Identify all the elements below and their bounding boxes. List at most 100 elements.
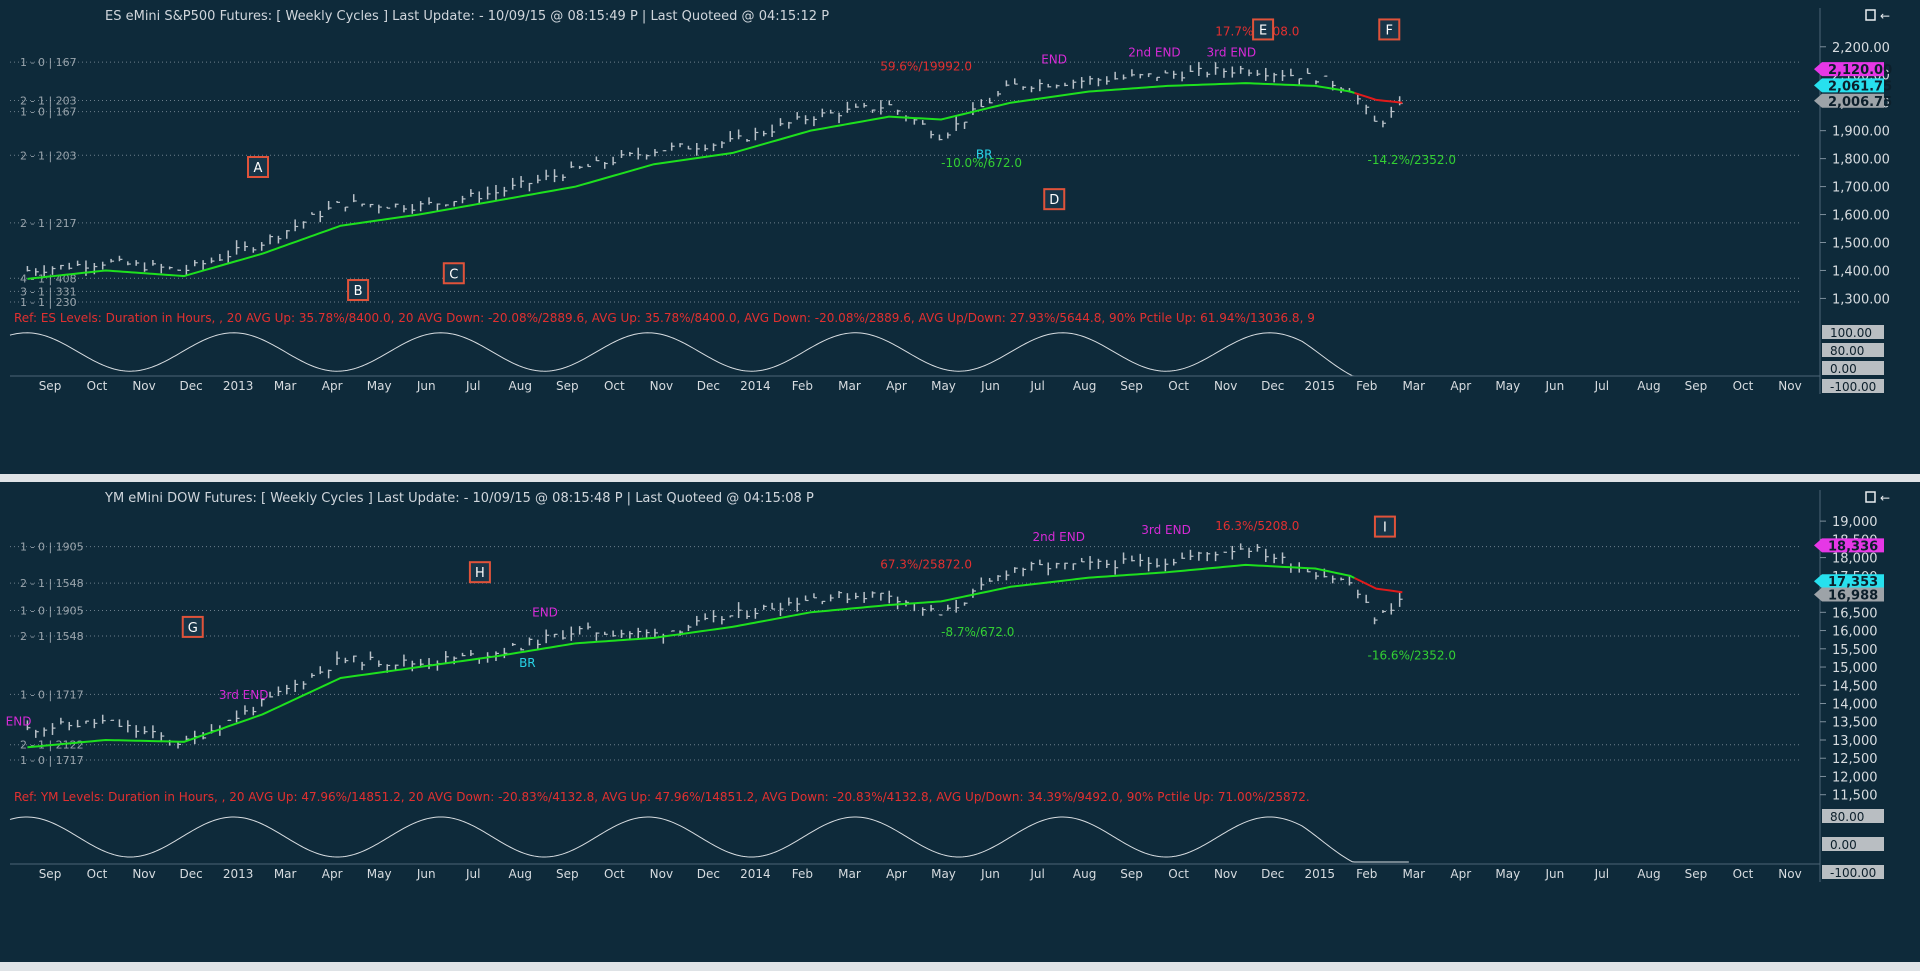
es-callout-label: B xyxy=(354,284,363,299)
es-price-badge xyxy=(1814,78,1884,93)
ym-x-tick-label: Nov xyxy=(132,867,155,881)
ym-level-label: 2 - 1 | 1548 xyxy=(20,630,84,643)
ym-callout-label: H xyxy=(475,566,485,581)
ym-x-tick-label: Jul xyxy=(1029,867,1044,881)
ym-cycle-line-down xyxy=(1354,577,1403,594)
es-callout-label: E xyxy=(1259,23,1267,38)
ym-x-tick-label: Aug xyxy=(1637,867,1660,881)
ym-chart-svg: YM eMini DOW Futures: [ Weekly Cycles ] … xyxy=(6,490,1890,882)
ym-title: YM eMini DOW Futures: [ Weekly Cycles ] … xyxy=(104,491,814,506)
es-x-tick-label: Jun xyxy=(416,379,436,393)
es-x-tick-label: Oct xyxy=(604,379,625,393)
ym-x-tick-label: 2014 xyxy=(740,867,771,881)
ym-price-badge-label: 16,988 xyxy=(1828,589,1878,604)
es-callout-label: D xyxy=(1049,193,1059,208)
es-callout-label: A xyxy=(254,161,263,176)
es-x-tick-label: Aug xyxy=(509,379,532,393)
ym-y-tick-label: 12,500 xyxy=(1832,752,1878,767)
es-price-badge-label: 2,120.00 xyxy=(1828,63,1892,78)
es-osc-badge xyxy=(1822,379,1884,393)
ym-x-tick-label: Nov xyxy=(650,867,673,881)
es-x-tick-label: Jun xyxy=(980,379,1000,393)
es-x-tick-label: Apr xyxy=(1450,379,1471,393)
ym-x-tick-label: May xyxy=(367,867,392,881)
es-x-tick-label: Nov xyxy=(132,379,155,393)
ym-x-tick-label: Jul xyxy=(1594,867,1609,881)
ym-y-tick-label: 14,000 xyxy=(1832,698,1878,713)
es-y-tick-label: 1,800.00 xyxy=(1832,153,1890,168)
es-x-tick-label: Nov xyxy=(1214,379,1237,393)
es-chart-svg: ES eMini S&P500 Futures: [ Weekly Cycles… xyxy=(9,8,1892,394)
ym-annotation: 3rd END xyxy=(219,688,269,702)
es-price-badge xyxy=(1814,62,1884,77)
ym-y-tick-label: 16,500 xyxy=(1832,606,1878,621)
es-level-label: 3 - 1 | 331 xyxy=(20,285,77,298)
es-annotation: -14.2%/2352.0 xyxy=(1368,153,1456,167)
ym-x-tick-label: Jun xyxy=(1544,867,1564,881)
ym-x-tick-label: Apr xyxy=(886,867,907,881)
menu-icon-box xyxy=(1865,9,1876,21)
ym-price-bars xyxy=(26,543,1403,749)
ym-callout-box xyxy=(181,615,204,638)
es-x-tick-label: Aug xyxy=(1073,379,1096,393)
arrow-left-icon: ← xyxy=(1880,491,1890,505)
ym-y-tick-label: 13,500 xyxy=(1832,716,1878,731)
ym-x-tick-label: Sep xyxy=(39,867,62,881)
es-x-tick-label: May xyxy=(931,379,956,393)
ym-x-tick-label: 2013 xyxy=(223,867,254,881)
es-level-label: 2 - 1 | 217 xyxy=(20,217,77,230)
es-y-tick-label: 1,400.00 xyxy=(1832,264,1890,279)
es-x-tick-label: Dec xyxy=(697,379,720,393)
es-annotation: 59.6%/19992.0 xyxy=(880,60,972,74)
ym-y-tick-label: 13,000 xyxy=(1832,734,1878,749)
es-y-tick-label: 1,600.00 xyxy=(1832,209,1890,224)
ym-x-tick-label: Jun xyxy=(416,867,436,881)
ym-osc-badge-label: 80.00 xyxy=(1830,810,1864,824)
ym-info-line: Ref: YM Levels: Duration in Hours, , 20 … xyxy=(14,790,1310,804)
menu-icon-box xyxy=(1865,491,1876,503)
es-callout-box xyxy=(1378,18,1401,41)
ym-x-tick-label: Apr xyxy=(322,867,343,881)
ym-annotation: -16.6%/2352.0 xyxy=(1368,649,1456,663)
ym-price-badge-label: 18,336 xyxy=(1828,539,1878,554)
ym-cycle-line xyxy=(27,563,1355,749)
es-x-tick-label: May xyxy=(367,379,392,393)
ym-x-tick-label: May xyxy=(931,867,956,881)
ym-annotation: BR xyxy=(519,656,536,670)
es-title: ES eMini S&P500 Futures: [ Weekly Cycles… xyxy=(105,9,829,24)
ym-x-tick-label: Oct xyxy=(87,867,108,881)
es-x-tick-label: Oct xyxy=(1168,379,1189,393)
ym-callout-box xyxy=(1373,515,1396,538)
es-x-tick-label: Apr xyxy=(886,379,907,393)
ym-x-tick-label: Nov xyxy=(1214,867,1237,881)
es-annotation: -10.0%/672.0 xyxy=(941,156,1022,170)
ym-y-tick-label: 11,500 xyxy=(1832,789,1878,804)
es-info-line: Ref: ES Levels: Duration in Hours, , 20 … xyxy=(14,311,1315,325)
ym-x-tick-label: Aug xyxy=(509,867,532,881)
ym-level-label: 1 - 0 | 1717 xyxy=(20,688,84,701)
es-y-tick-label: 1,900.00 xyxy=(1832,125,1890,140)
ym-osc-badge xyxy=(1822,837,1884,851)
arrow-left-icon: ← xyxy=(1880,9,1890,23)
ym-x-tick-label: Feb xyxy=(792,867,813,881)
ym-annotation: END xyxy=(532,606,558,620)
ym-y-tick-label: 12,000 xyxy=(1832,770,1878,785)
es-x-tick-label: Oct xyxy=(1733,379,1754,393)
es-x-tick-label: Jul xyxy=(465,379,480,393)
es-callout-box xyxy=(1043,188,1066,211)
es-x-tick-label: Mar xyxy=(274,379,297,393)
es-annotation: 3rd END xyxy=(1207,46,1257,60)
ym-osc-badge xyxy=(1822,809,1884,823)
menu-icon xyxy=(1865,9,1876,21)
es-x-tick-label: Jun xyxy=(1544,379,1564,393)
ym-annotation: 16.3%/5208.0 xyxy=(1215,519,1299,533)
es-x-tick-label: Sep xyxy=(1120,379,1143,393)
es-x-tick-label: 2014 xyxy=(740,379,771,393)
ym-y-tick-label: 14,500 xyxy=(1832,679,1878,694)
ym-x-tick-label: Oct xyxy=(604,867,625,881)
ym-y-tick-label: 19,000 xyxy=(1832,515,1878,530)
es-callout-box xyxy=(1252,18,1275,41)
es-x-tick-label: Feb xyxy=(792,379,813,393)
ym-annotation: 67.3%/25872.0 xyxy=(880,558,972,572)
es-y-tick-label: 1,300.00 xyxy=(1832,292,1890,307)
